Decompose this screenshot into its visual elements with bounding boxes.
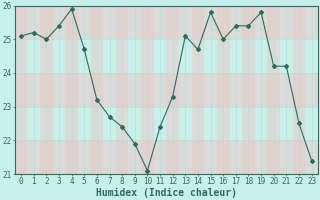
Bar	[91, 6, 103, 174]
Bar	[15, 6, 318, 39]
Bar	[217, 6, 229, 174]
Bar	[15, 6, 28, 174]
Bar	[242, 6, 255, 174]
Bar	[116, 6, 128, 174]
Bar	[141, 6, 154, 174]
Bar	[15, 73, 318, 107]
Bar	[192, 6, 204, 174]
Bar	[40, 6, 53, 174]
Bar	[293, 6, 305, 174]
Bar	[166, 6, 179, 174]
Bar	[268, 6, 280, 174]
Bar	[65, 6, 78, 174]
Bar	[15, 140, 318, 174]
X-axis label: Humidex (Indice chaleur): Humidex (Indice chaleur)	[96, 188, 237, 198]
